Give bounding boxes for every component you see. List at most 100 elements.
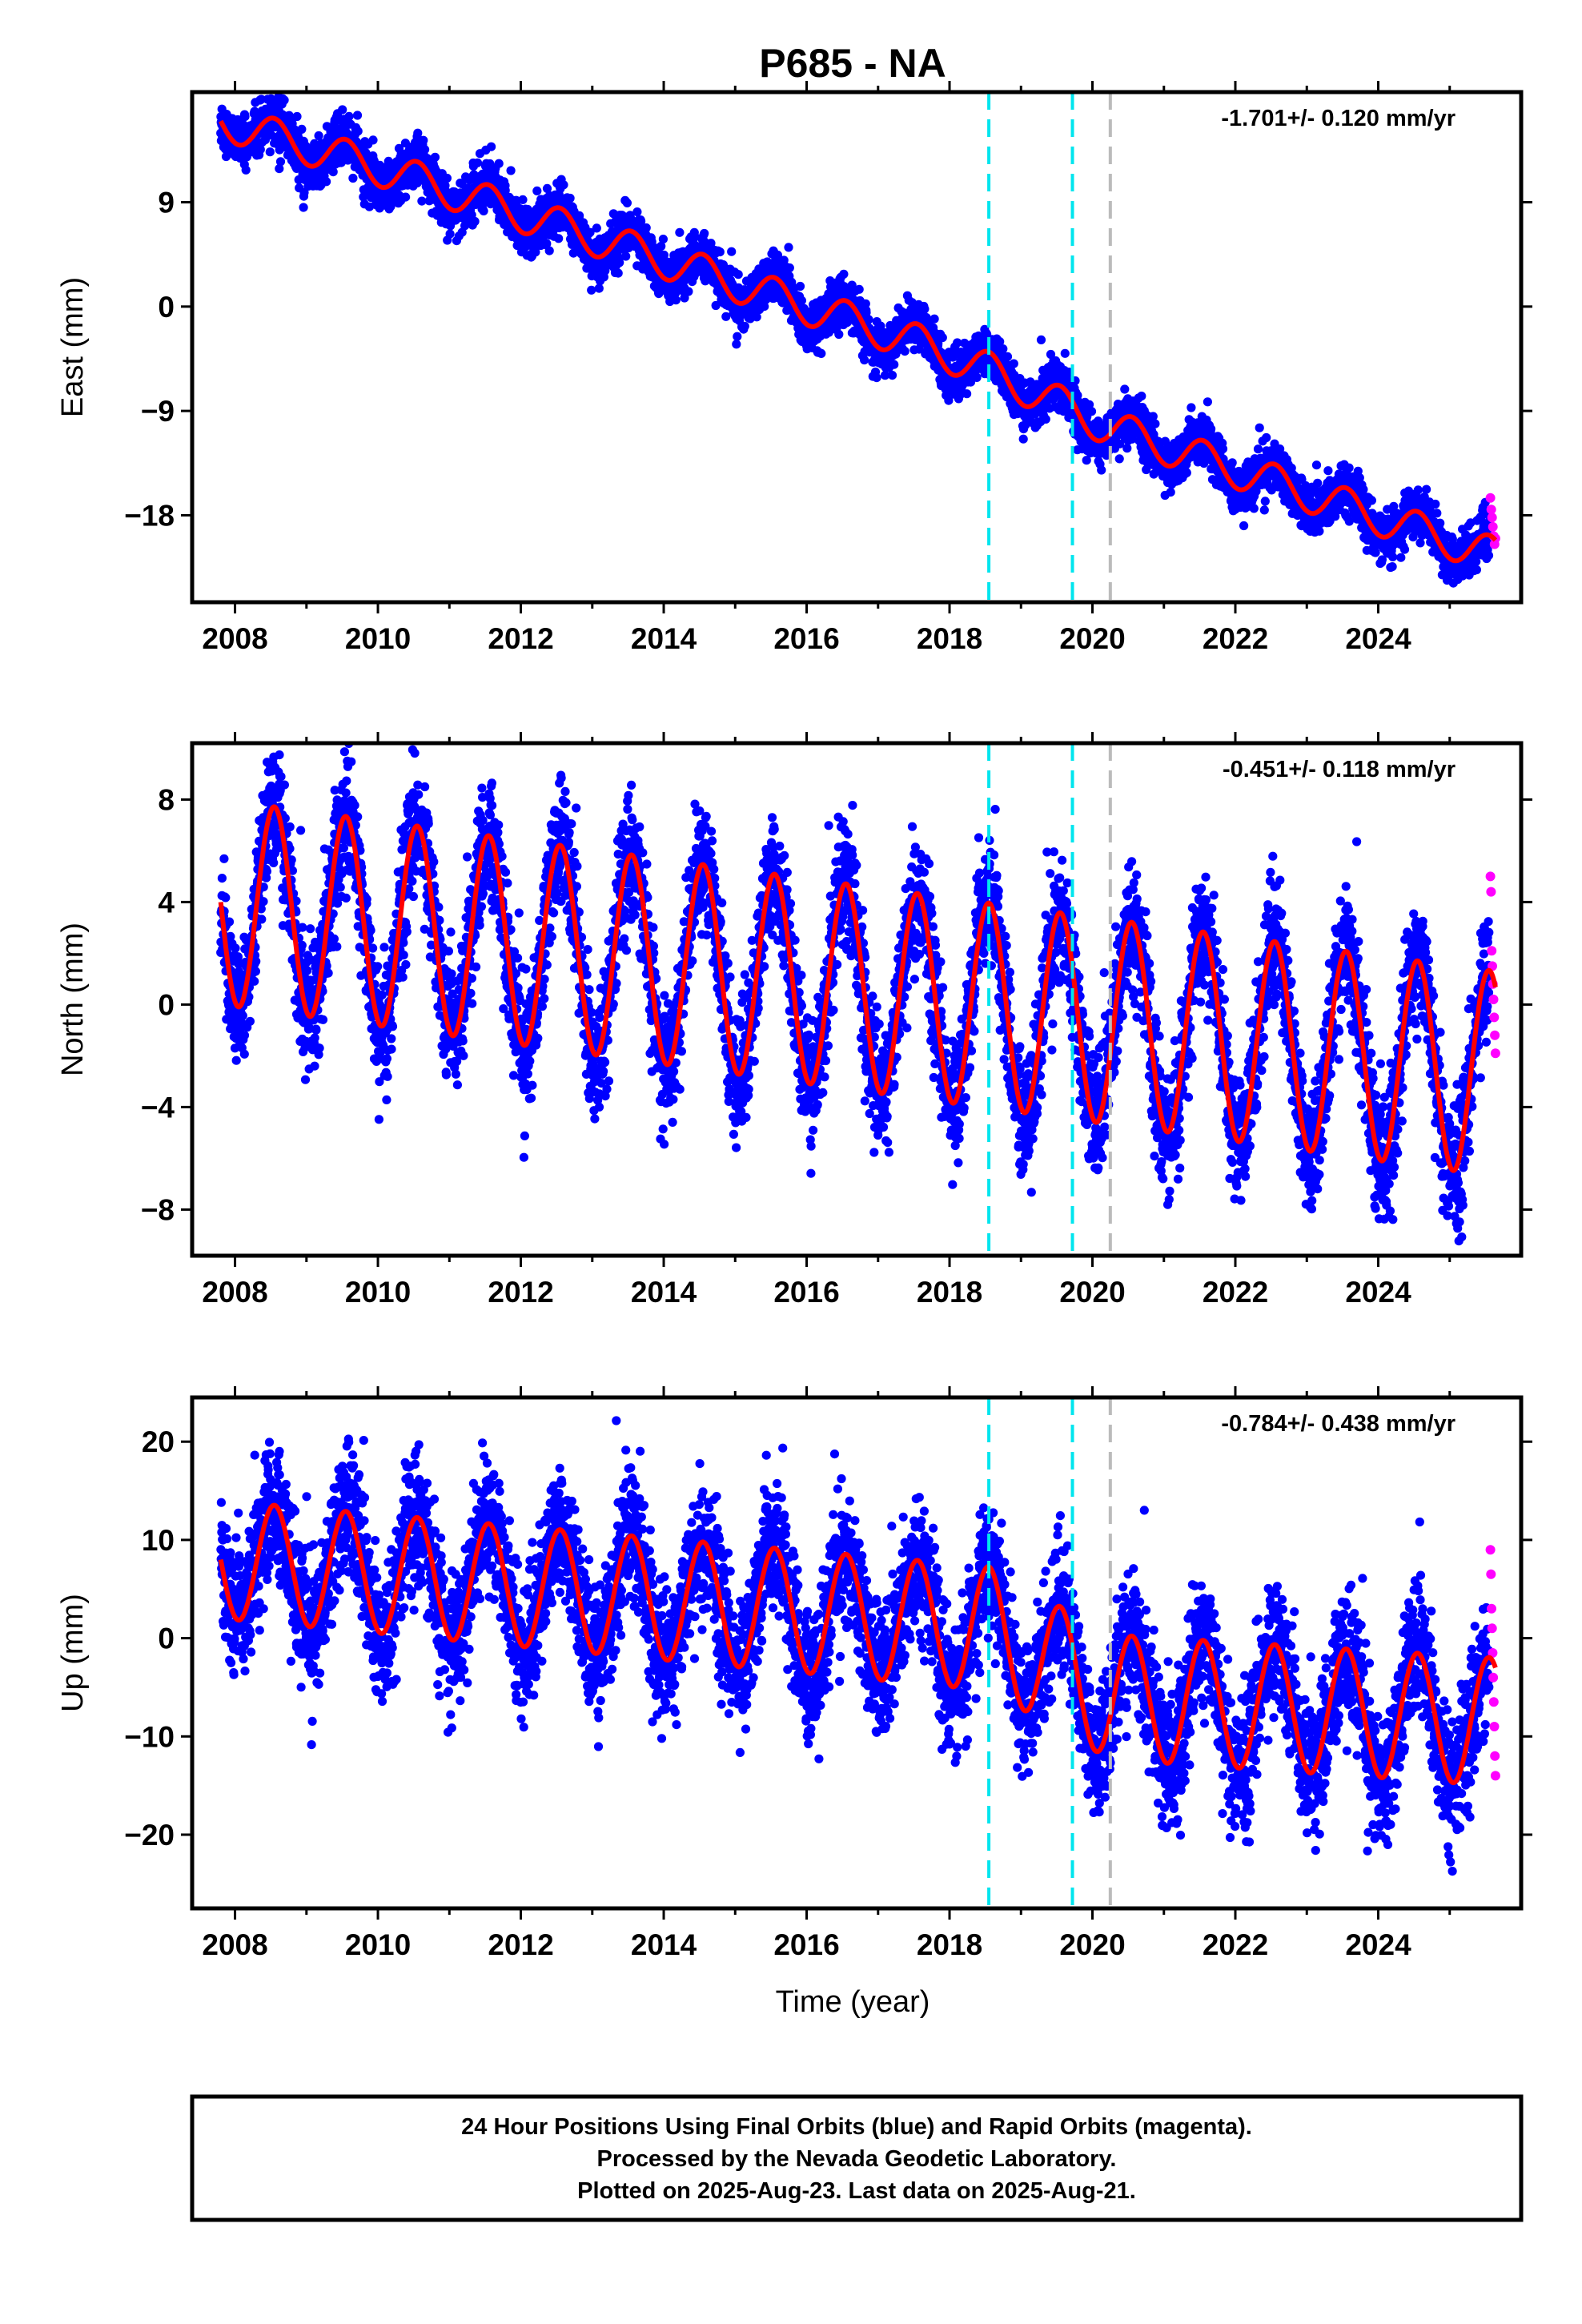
- data-point: [659, 250, 669, 260]
- data-point: [860, 355, 869, 365]
- data-point: [872, 373, 881, 383]
- data-point: [641, 223, 651, 233]
- data-point: [1097, 465, 1106, 475]
- data-point: [542, 183, 552, 193]
- data-point: [413, 128, 423, 138]
- data-point: [565, 193, 575, 203]
- data-point: [938, 333, 947, 343]
- data-point: [1137, 392, 1146, 401]
- data-point: [1120, 384, 1130, 394]
- data-point: [328, 167, 338, 177]
- data-point: [900, 347, 909, 356]
- data-point: [554, 234, 564, 243]
- data-point: [675, 227, 685, 237]
- data-point: [594, 283, 604, 293]
- data-point: [864, 315, 873, 324]
- data-point: [839, 269, 849, 279]
- data-point: [487, 142, 496, 151]
- data-point: [613, 268, 623, 278]
- data-point: [494, 159, 504, 168]
- data-point: [721, 312, 731, 321]
- data-point: [752, 312, 761, 322]
- data-point: [383, 156, 393, 166]
- data-point: [1086, 407, 1097, 416]
- data-point: [348, 173, 358, 183]
- data-point: [854, 284, 864, 294]
- data-point: [559, 180, 568, 190]
- data-point: [920, 304, 930, 314]
- data-point: [680, 293, 689, 303]
- data-point: [700, 228, 709, 239]
- data-point: [592, 223, 601, 233]
- data-point: [322, 177, 331, 187]
- data-point: [889, 360, 899, 369]
- data-point: [1122, 444, 1132, 453]
- data-point: [544, 246, 554, 255]
- data-point: [1060, 348, 1070, 358]
- data-point: [733, 332, 742, 341]
- data-point: [779, 255, 789, 265]
- data-point: [470, 216, 480, 227]
- data-point: [352, 111, 363, 120]
- data-point: [817, 348, 826, 358]
- data-point: [600, 266, 610, 275]
- data-point: [621, 251, 631, 261]
- data-point: [532, 186, 542, 195]
- data-point: [1114, 454, 1124, 464]
- data-point: [275, 164, 284, 174]
- data-point: [636, 216, 646, 226]
- data-point: [1227, 458, 1237, 468]
- data-point: [1041, 414, 1050, 424]
- east-plot-area: [216, 92, 1500, 602]
- data-point: [472, 158, 483, 167]
- data-point: [500, 186, 510, 195]
- data-point: [542, 239, 552, 248]
- data-point: [1218, 444, 1228, 454]
- data-point: [256, 94, 266, 104]
- data-point: [834, 329, 844, 340]
- data-point: [887, 371, 897, 380]
- data-point: [419, 135, 428, 145]
- data-point: [1002, 352, 1013, 361]
- data-point: [1009, 359, 1018, 368]
- data-point: [241, 165, 251, 175]
- data-point: [760, 302, 769, 312]
- data-point: [430, 152, 440, 162]
- data-point: [1018, 434, 1028, 444]
- data-point: [275, 157, 286, 167]
- data-point: [299, 187, 309, 198]
- data-point: [740, 321, 749, 331]
- data-point: [622, 198, 632, 207]
- data-point: [671, 296, 681, 305]
- data-point: [715, 247, 725, 257]
- data-point: [733, 270, 743, 279]
- data-point: [797, 296, 807, 305]
- data-point: [962, 389, 972, 399]
- data-point: [658, 235, 669, 244]
- data-point: [1150, 419, 1160, 428]
- data-point: [1182, 468, 1191, 478]
- data-point: [972, 372, 982, 382]
- data-point: [506, 166, 516, 175]
- data-point: [587, 285, 596, 295]
- data-point: [368, 135, 378, 145]
- data-point: [314, 131, 323, 141]
- data-point: [420, 145, 430, 155]
- data-point: [401, 192, 411, 202]
- data-point: [727, 247, 737, 256]
- data-point: [417, 196, 427, 206]
- data-point: [299, 203, 308, 212]
- data-point: [1207, 424, 1216, 434]
- data-point: [656, 241, 666, 251]
- data-point: [518, 195, 528, 204]
- data-point: [297, 124, 307, 134]
- data-point: [998, 344, 1008, 354]
- data-point: [784, 243, 793, 252]
- data-point: [585, 227, 595, 237]
- data-point: [353, 127, 363, 136]
- data-point: [442, 173, 452, 183]
- data-point: [240, 112, 250, 122]
